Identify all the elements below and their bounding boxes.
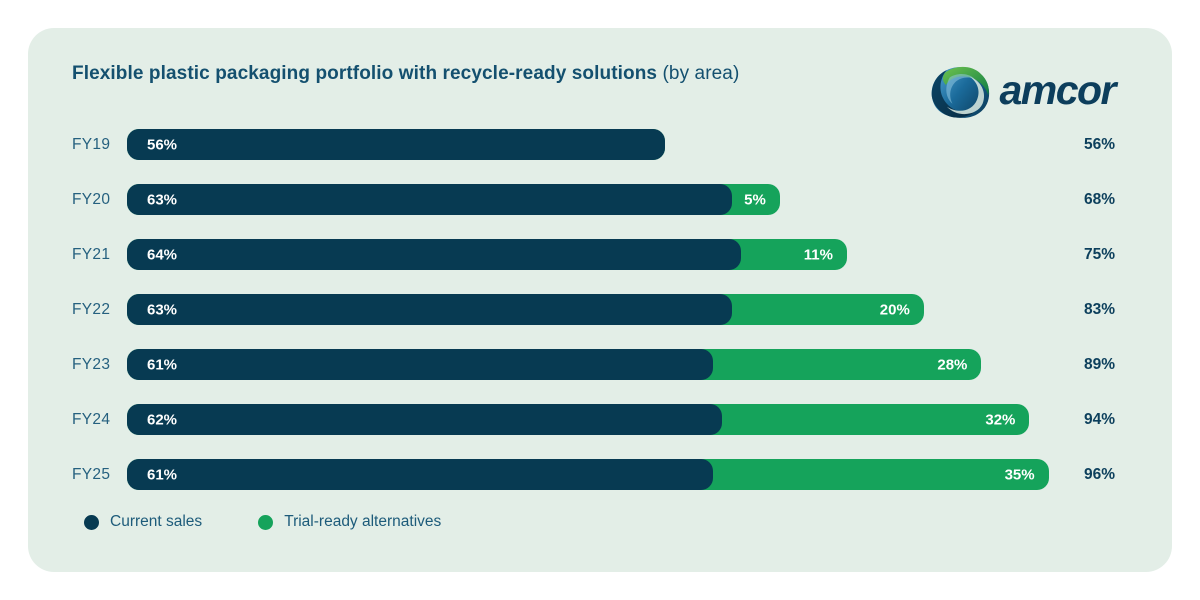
bar-track: 35% 61%: [127, 459, 1067, 490]
stacked-bar-chart: FY19 56% 56% FY20 5% 63% 68%: [72, 129, 1115, 514]
legend-label-current-sales: Current sales: [110, 513, 203, 530]
current-sales-bar-segment: 64%: [127, 239, 742, 270]
current-sales-swatch-icon: [84, 514, 99, 530]
chart-row-fy25: FY25 35% 61% 96%: [72, 459, 1115, 490]
bar-track: 32% 62%: [127, 404, 1067, 435]
chart-row-fy23: FY23 28% 61% 89%: [72, 349, 1115, 380]
legend-item-current-sales: Current sales: [84, 513, 202, 531]
trial-ready-value-label: 28%: [937, 356, 968, 373]
trial-ready-value-label: 35%: [1004, 466, 1035, 483]
trial-ready-value-label: 20%: [879, 301, 910, 318]
current-sales-bar-segment: 62%: [127, 404, 723, 435]
current-sales-bar-segment: 61%: [127, 459, 713, 490]
current-sales-value-label: 62%: [147, 411, 178, 428]
category-label: FY21: [72, 245, 111, 263]
chart-row-fy19: FY19 56% 56%: [72, 129, 1115, 160]
bar-track: 20% 63%: [127, 294, 1067, 325]
current-sales-value-label: 56%: [147, 136, 178, 153]
current-sales-bar-segment: 63%: [127, 184, 732, 215]
total-value-label: 56%: [1083, 135, 1115, 153]
category-label: FY19: [72, 135, 111, 153]
chart-title-note: (by area): [657, 63, 740, 84]
card-header: Flexible plastic packaging portfolio wit…: [72, 62, 1116, 122]
legend-item-trial-ready: Trial-ready alternatives: [258, 513, 441, 531]
trial-ready-value-label: 32%: [985, 411, 1016, 428]
chart-row-fy24: FY24 32% 62% 94%: [72, 404, 1115, 435]
bar-track: 11% 64%: [127, 239, 1067, 270]
current-sales-value-label: 61%: [147, 356, 178, 373]
chart-row-fy22: FY22 20% 63% 83%: [72, 294, 1115, 325]
category-label: FY23: [72, 355, 111, 373]
amcor-logo: amcor: [929, 64, 1116, 121]
total-value-label: 94%: [1083, 410, 1115, 428]
chart-row-fy20: FY20 5% 63% 68%: [72, 184, 1115, 215]
current-sales-bar-segment: 61%: [127, 349, 713, 380]
total-value-label: 83%: [1083, 300, 1115, 318]
category-label: FY24: [72, 410, 111, 428]
legend-label-trial-ready: Trial-ready alternatives: [284, 513, 442, 530]
legend: Current sales Trial-ready alternatives: [84, 513, 441, 531]
bar-track: 28% 61%: [127, 349, 1067, 380]
current-sales-value-label: 63%: [147, 191, 178, 208]
amcor-wordmark: amcor: [999, 67, 1116, 113]
current-sales-value-label: 63%: [147, 301, 178, 318]
chart-title: Flexible plastic packaging portfolio wit…: [72, 62, 1115, 86]
bar-track: 5% 63%: [127, 184, 1067, 215]
amcor-orb-icon: [932, 66, 990, 118]
category-label: FY25: [72, 465, 111, 483]
total-value-label: 75%: [1083, 245, 1115, 263]
bar-track: 56%: [127, 129, 1067, 160]
total-value-label: 96%: [1083, 465, 1115, 483]
chart-card: Flexible plastic packaging portfolio wit…: [28, 28, 1172, 572]
trial-ready-swatch-icon: [258, 514, 274, 530]
trial-ready-value-label: 11%: [803, 246, 833, 263]
chart-row-fy21: FY21 11% 64% 75%: [72, 239, 1115, 270]
category-label: FY22: [72, 300, 111, 318]
chart-title-main: Flexible plastic packaging portfolio wit…: [72, 63, 658, 84]
total-value-label: 68%: [1083, 190, 1115, 208]
current-sales-bar-segment: 56%: [127, 129, 665, 160]
current-sales-value-label: 64%: [147, 246, 178, 263]
trial-ready-value-label: 5%: [744, 191, 766, 208]
category-label: FY20: [72, 190, 111, 208]
current-sales-bar-segment: 63%: [127, 294, 732, 325]
total-value-label: 89%: [1083, 355, 1115, 373]
current-sales-value-label: 61%: [147, 466, 178, 483]
